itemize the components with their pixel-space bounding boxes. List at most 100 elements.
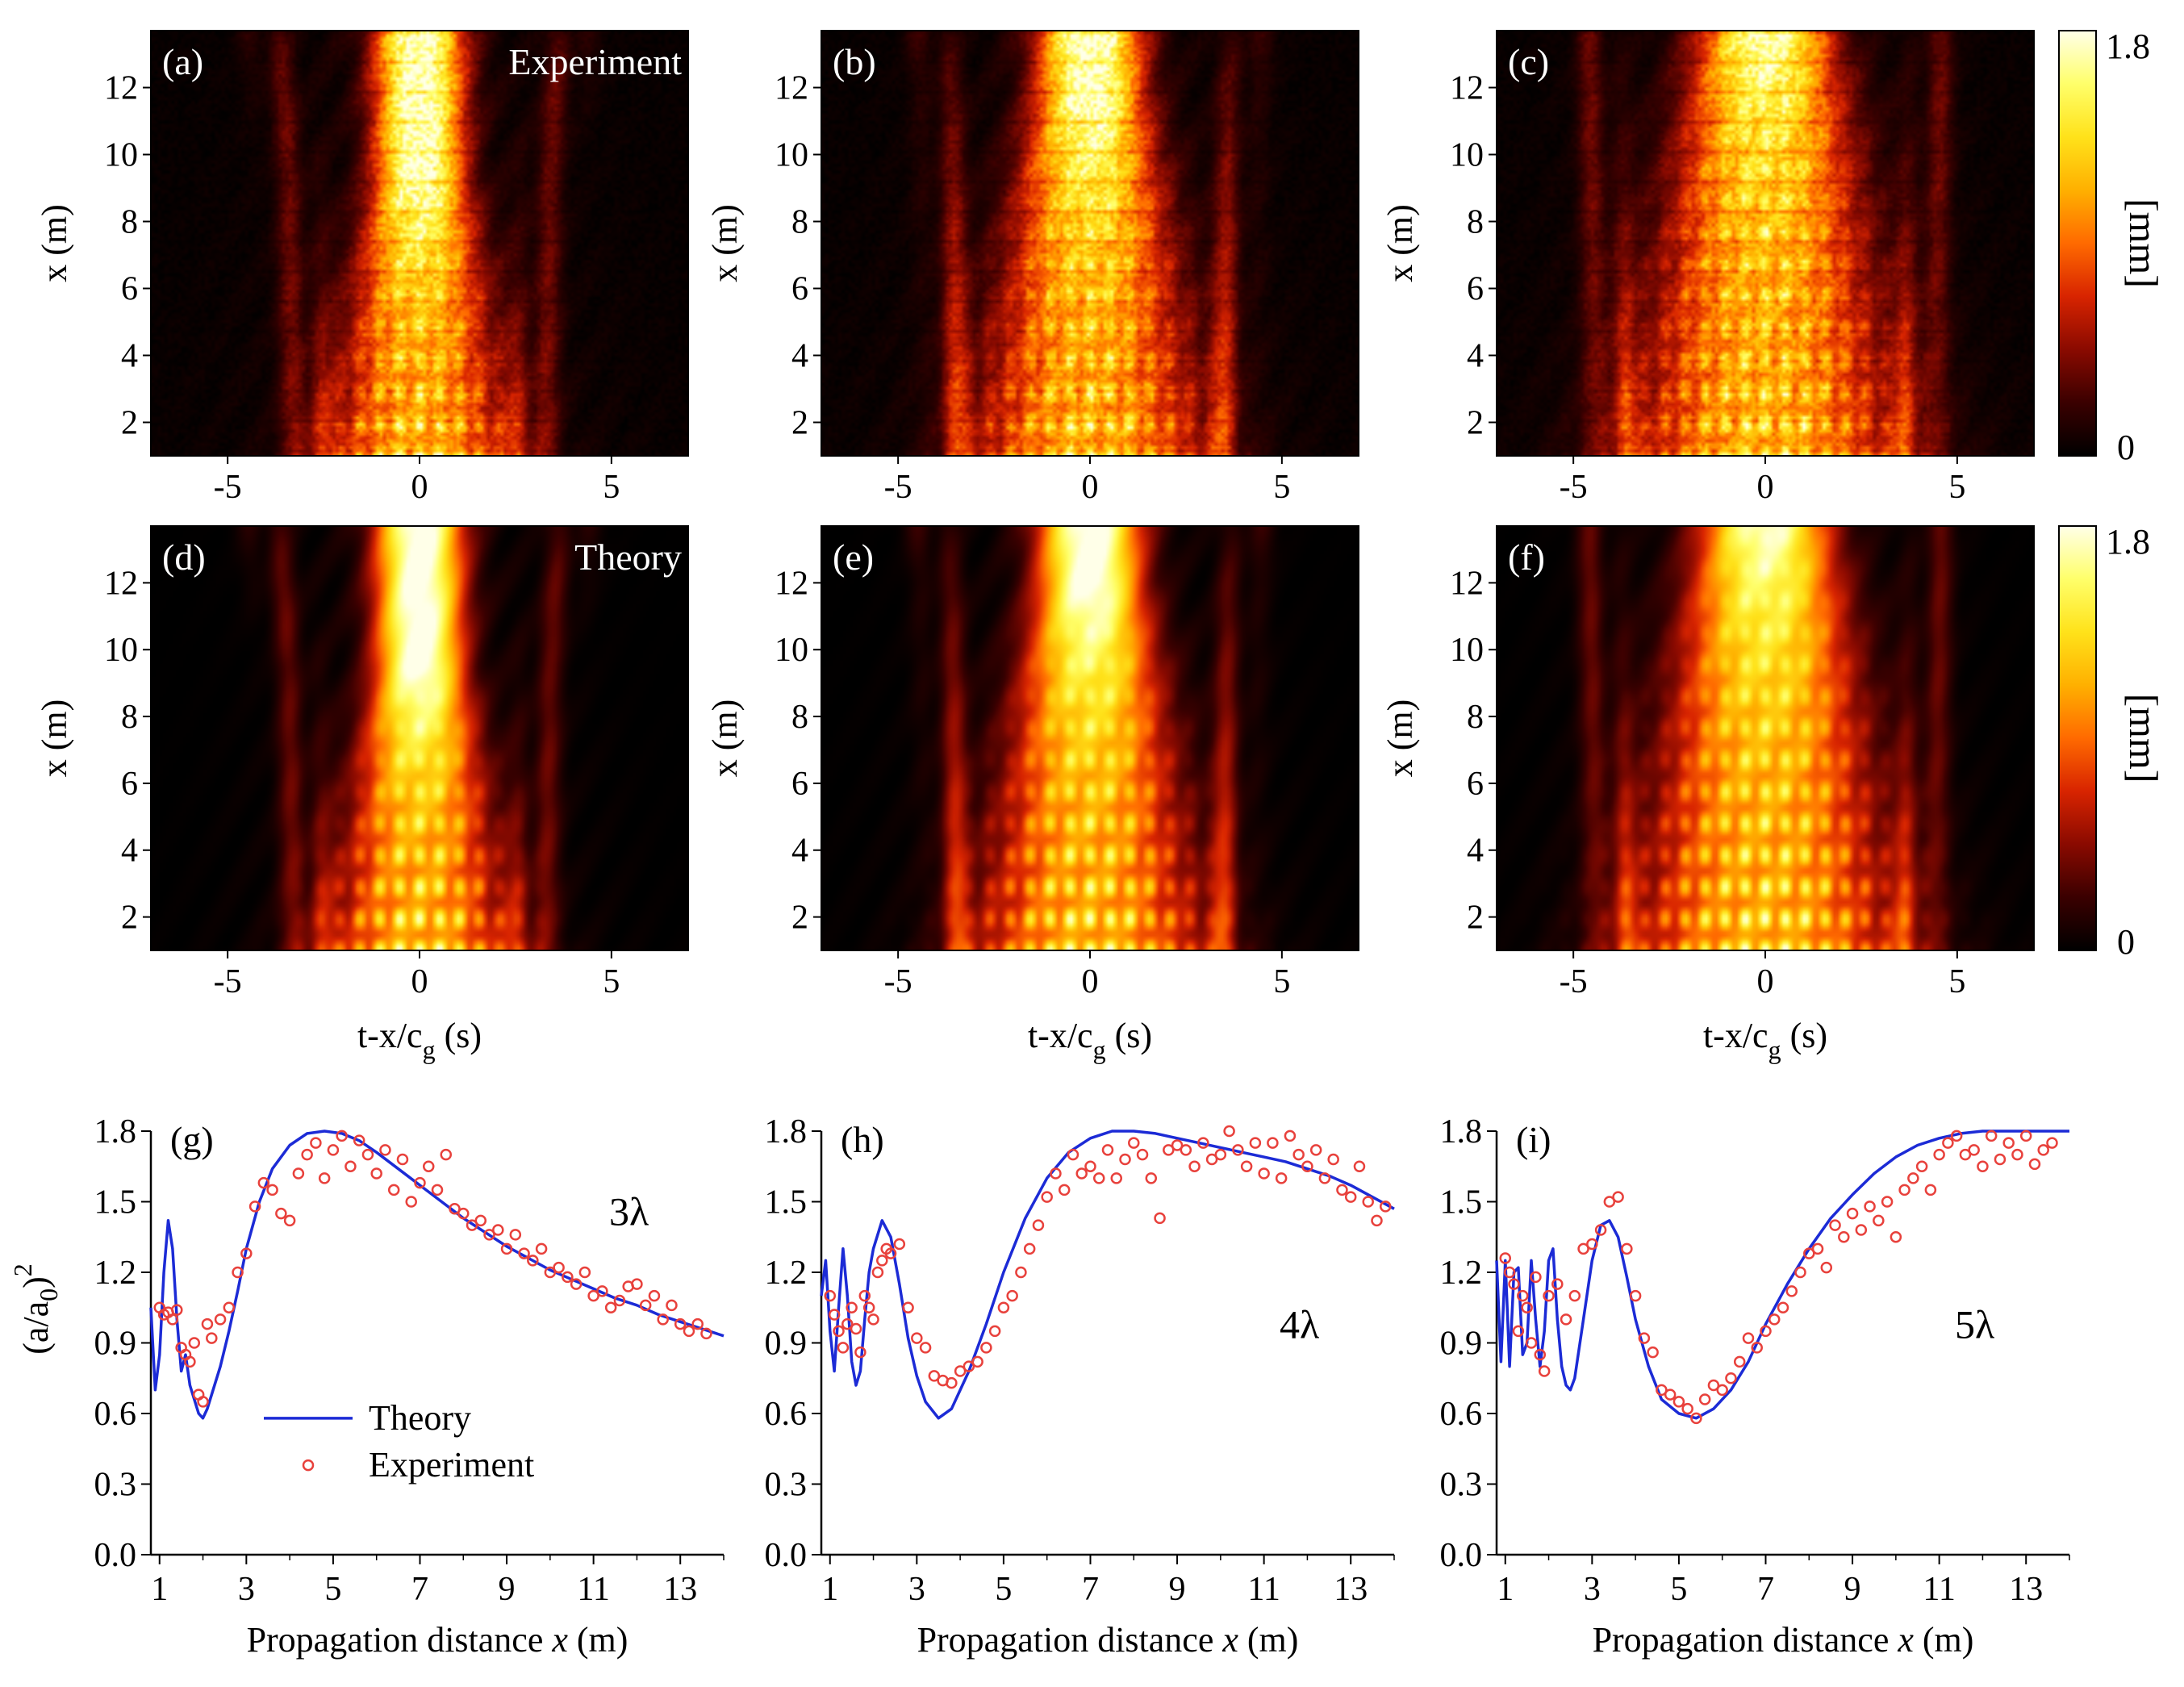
- experiment-point-i-63: [2002, 1137, 2015, 1149]
- colorbar-cb1: 1.8 0 [mm]: [2058, 27, 2166, 467]
- y-tick-label-f-4: 10: [1450, 632, 1484, 669]
- experiment-point-i-45: [1846, 1207, 1859, 1220]
- y-tick-label-f-0: 2: [1467, 900, 1484, 937]
- panel-label-h: (h): [841, 1119, 884, 1160]
- x-tick-label-g-0: 1: [151, 1571, 168, 1608]
- y-tick-label-i-3: 0.9: [1440, 1326, 1483, 1363]
- experiment-point-h-8: [858, 1289, 871, 1302]
- y-tick-label-d-2: 6: [121, 766, 138, 803]
- y-tick-label-c-1: 4: [1467, 338, 1484, 375]
- experiment-point-i-34: [1751, 1342, 1763, 1354]
- experiment-point-h-40: [1110, 1172, 1123, 1184]
- theory-line-h: [820, 1130, 1395, 1420]
- experiment-point-i-60: [1977, 1160, 1989, 1172]
- y-tick-label-b-0: 2: [791, 405, 808, 442]
- experiment-point-h-46: [1163, 1144, 1175, 1156]
- x-tick-label-i-5: 11: [1923, 1571, 1955, 1608]
- experiment-point-h-18: [919, 1342, 932, 1354]
- experiment-point-i-9: [1538, 1365, 1551, 1377]
- experiment-point-i-11: [1551, 1278, 1564, 1290]
- experiment-point-g-3: [166, 1313, 179, 1326]
- experiment-point-h-51: [1205, 1153, 1218, 1166]
- experiment-point-i-26: [1681, 1402, 1693, 1415]
- x-tick-label-b-1: 0: [1082, 469, 1099, 506]
- heatmap-image-b: [821, 31, 1359, 456]
- x-tick-label-a-0: -5: [214, 469, 242, 506]
- x-tick-label-e-0: -5: [884, 963, 912, 1000]
- experiment-point-i-48: [1873, 1214, 1885, 1227]
- x-tick-label-i-1: 3: [1584, 1571, 1601, 1608]
- experiment-point-i-40: [1803, 1247, 1815, 1259]
- experiment-point-i-27: [1690, 1412, 1702, 1425]
- experiment-point-i-25: [1672, 1396, 1685, 1408]
- experiment-point-i-12: [1560, 1313, 1572, 1326]
- x-tick-label-h-0: 1: [821, 1571, 838, 1608]
- experiment-point-g-27: [336, 1130, 348, 1142]
- experiment-point-h-14: [884, 1247, 897, 1259]
- y-axis-label-d: x (m): [35, 699, 74, 778]
- experiment-point-i-68: [2046, 1137, 2058, 1149]
- experiment-point-g-38: [431, 1184, 444, 1196]
- theory-line-g: [149, 1130, 725, 1420]
- y-tick-label-d-0: 2: [121, 900, 138, 937]
- experiment-point-h-53: [1223, 1125, 1235, 1138]
- y-axis-label-g: (a/a0)2: [8, 1263, 63, 1355]
- experiment-point-i-30: [1716, 1384, 1728, 1397]
- x-tick-label-c-2: 5: [1948, 469, 1965, 506]
- experiment-point-i-31: [1725, 1372, 1737, 1384]
- x-tick-label-h-6: 13: [1334, 1571, 1368, 1608]
- experiment-point-g-43: [474, 1214, 487, 1227]
- experiment-point-i-36: [1768, 1313, 1781, 1326]
- experiment-point-g-67: [683, 1325, 695, 1338]
- experiment-point-h-4: [841, 1317, 854, 1330]
- experiment-point-h-0: [824, 1289, 837, 1302]
- experiment-point-i-28: [1698, 1393, 1711, 1405]
- experiment-point-g-68: [691, 1317, 704, 1330]
- experiment-point-h-70: [1371, 1214, 1383, 1227]
- experiment-point-i-49: [1881, 1196, 1894, 1208]
- panel-label-g: (g): [170, 1119, 214, 1160]
- line-panels: 1 3 5 7 9 11 130.00.30.60.91.21.51.8 (g)3λPropa…: [8, 1113, 2070, 1660]
- heatmap-image-f: [1497, 526, 2034, 950]
- experiment-point-h-12: [876, 1255, 888, 1267]
- experiment-point-h-57: [1258, 1167, 1270, 1180]
- x-tick-label-b-0: -5: [884, 469, 912, 506]
- experiment-point-i-14: [1577, 1242, 1589, 1255]
- experiment-point-i-46: [1855, 1224, 1868, 1236]
- experiment-point-i-59: [1968, 1144, 1980, 1156]
- experiment-point-i-62: [1994, 1153, 2007, 1166]
- experiment-point-i-22: [1647, 1346, 1659, 1359]
- experiment-point-h-37: [1084, 1160, 1096, 1172]
- experiment-point-g-54: [570, 1278, 583, 1290]
- experiment-point-i-51: [1898, 1184, 1910, 1196]
- line-panel-g: 1 3 5 7 9 11 130.00.30.60.91.21.51.8 (g)3λPropa…: [8, 1113, 725, 1660]
- experiment-point-i-65: [2019, 1130, 2032, 1142]
- line-panel-h: 1 3 5 7 9 11 130.00.30.60.91.21.51.8 (h)4λPropa…: [765, 1113, 1395, 1660]
- experiment-point-i-23: [1656, 1384, 1668, 1397]
- experiment-point-h-34: [1058, 1184, 1071, 1196]
- experiment-point-h-66: [1336, 1184, 1348, 1196]
- experiment-point-h-19: [928, 1370, 941, 1382]
- experiment-point-h-29: [1015, 1266, 1027, 1279]
- experiment-point-h-32: [1041, 1191, 1053, 1203]
- experiment-point-h-7: [854, 1346, 867, 1359]
- panel-label-b: (b): [833, 41, 876, 82]
- experiment-point-i-58: [1959, 1148, 1972, 1161]
- experiment-point-i-7: [1530, 1271, 1542, 1284]
- experiment-point-g-42: [466, 1219, 478, 1231]
- experiment-point-h-52: [1214, 1148, 1227, 1161]
- panel-label-i: (i): [1516, 1119, 1551, 1160]
- x-tick-label-f-2: 5: [1948, 963, 1965, 1000]
- experiment-point-i-4: [1517, 1289, 1529, 1302]
- y-axis-label-f: x (m): [1380, 699, 1420, 778]
- experiment-point-i-43: [1829, 1219, 1841, 1231]
- y-tick-label-g-6: 1.8: [94, 1113, 137, 1150]
- y-tick-label-b-1: 4: [791, 338, 808, 375]
- experiment-point-h-38: [1092, 1172, 1105, 1184]
- y-tick-label-c-4: 10: [1450, 137, 1484, 174]
- x-tick-label-g-4: 9: [499, 1571, 516, 1608]
- y-tick-label-a-0: 2: [121, 405, 138, 442]
- experiment-point-i-35: [1760, 1325, 1772, 1338]
- experiment-point-h-35: [1067, 1148, 1079, 1161]
